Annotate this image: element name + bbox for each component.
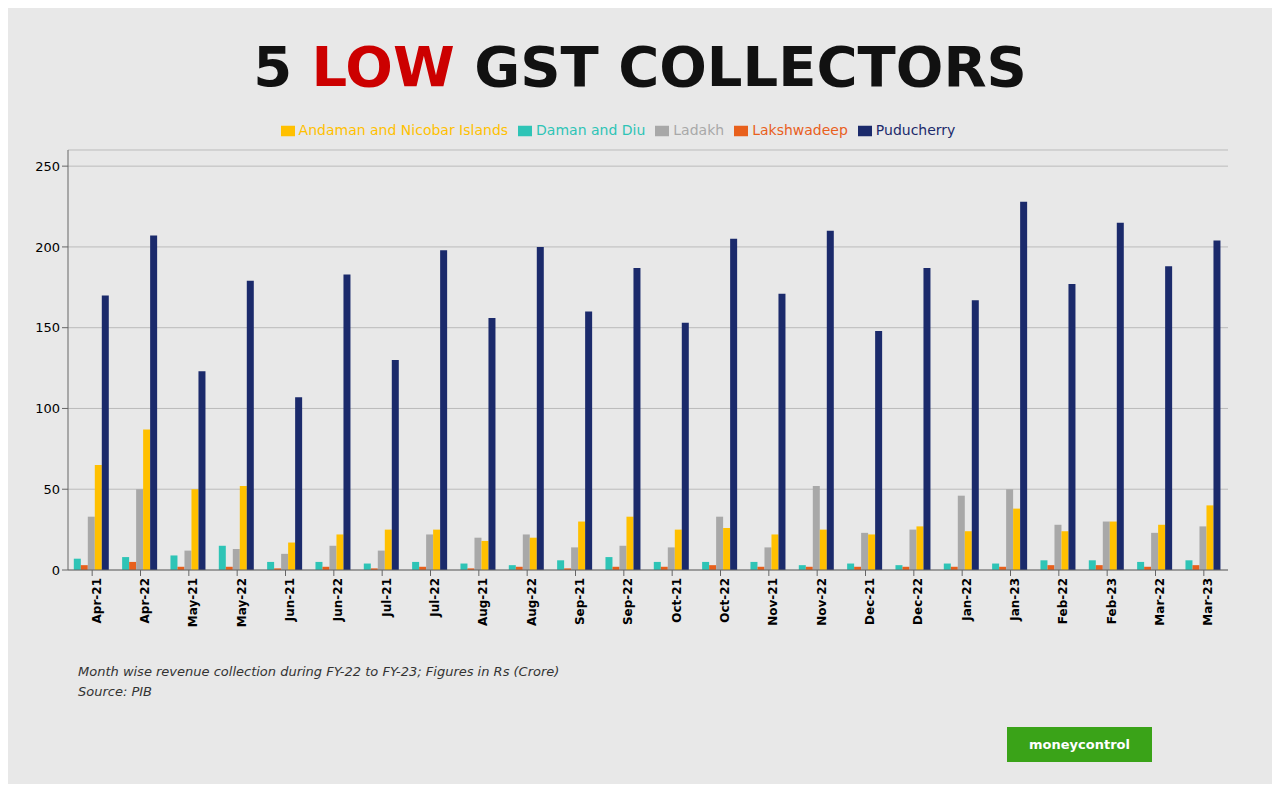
svg-text:Mar-22: Mar-22 [1153,578,1167,626]
svg-text:Jun-21: Jun-21 [283,578,297,622]
svg-text:Dec-21: Dec-21 [863,578,877,625]
svg-text:200: 200 [35,240,60,255]
svg-text:Jul-22: Jul-22 [428,578,442,618]
svg-text:Mar-23: Mar-23 [1201,578,1215,626]
svg-text:50: 50 [43,482,60,497]
html-text:Lakshwadeep: Lakshwadeep [752,122,848,138]
svg-text:May-22: May-22 [235,578,249,627]
svg-text:Aug-22: Aug-22 [525,578,539,626]
svg-text:250: 250 [35,159,60,174]
svg-text:Apr-22: Apr-22 [138,578,152,623]
svg-text:Feb-22: Feb-22 [1056,578,1070,624]
html-text:5 LOW GST COLLECTORS: 5 LOW GST COLLECTORS [253,34,1027,99]
svg-text:Sep-22: Sep-22 [621,578,635,625]
html-text:moneycontrol: moneycontrol [1029,737,1130,752]
svg-text:Jul-21: Jul-21 [380,578,394,618]
svg-text:Nov-21: Nov-21 [766,578,780,626]
svg-text:Jan-22: Jan-22 [960,578,974,622]
svg-text:0: 0 [52,563,60,578]
html-text:Month wise revenue collection: Month wise revenue collection during FY-… [78,664,560,679]
html-text:Source: PIB: Source: PIB [78,684,152,699]
svg-text:Nov-22: Nov-22 [815,578,829,626]
svg-text:100: 100 [35,401,60,416]
html-text:Daman and Diu: Daman and Diu [536,122,646,138]
svg-text:150: 150 [35,320,60,335]
svg-text:Sep-21: Sep-21 [573,578,587,625]
svg-text:Feb-23: Feb-23 [1105,578,1119,624]
svg-text:Jan-23: Jan-23 [1008,578,1022,622]
svg-text:Oct-21: Oct-21 [670,578,684,623]
svg-text:Oct-22: Oct-22 [718,578,732,623]
svg-text:Jun-22: Jun-22 [331,578,345,622]
html-text:Andaman and Nicobar Islands: Andaman and Nicobar Islands [298,122,509,138]
svg-text:May-21: May-21 [186,578,200,627]
html-text:Ladakh: Ladakh [673,122,725,138]
html-text:Puducherry: Puducherry [875,122,956,138]
svg-text:Apr-21: Apr-21 [90,578,104,623]
svg-text:Aug-21: Aug-21 [476,578,490,626]
svg-text:Dec-22: Dec-22 [911,578,925,625]
